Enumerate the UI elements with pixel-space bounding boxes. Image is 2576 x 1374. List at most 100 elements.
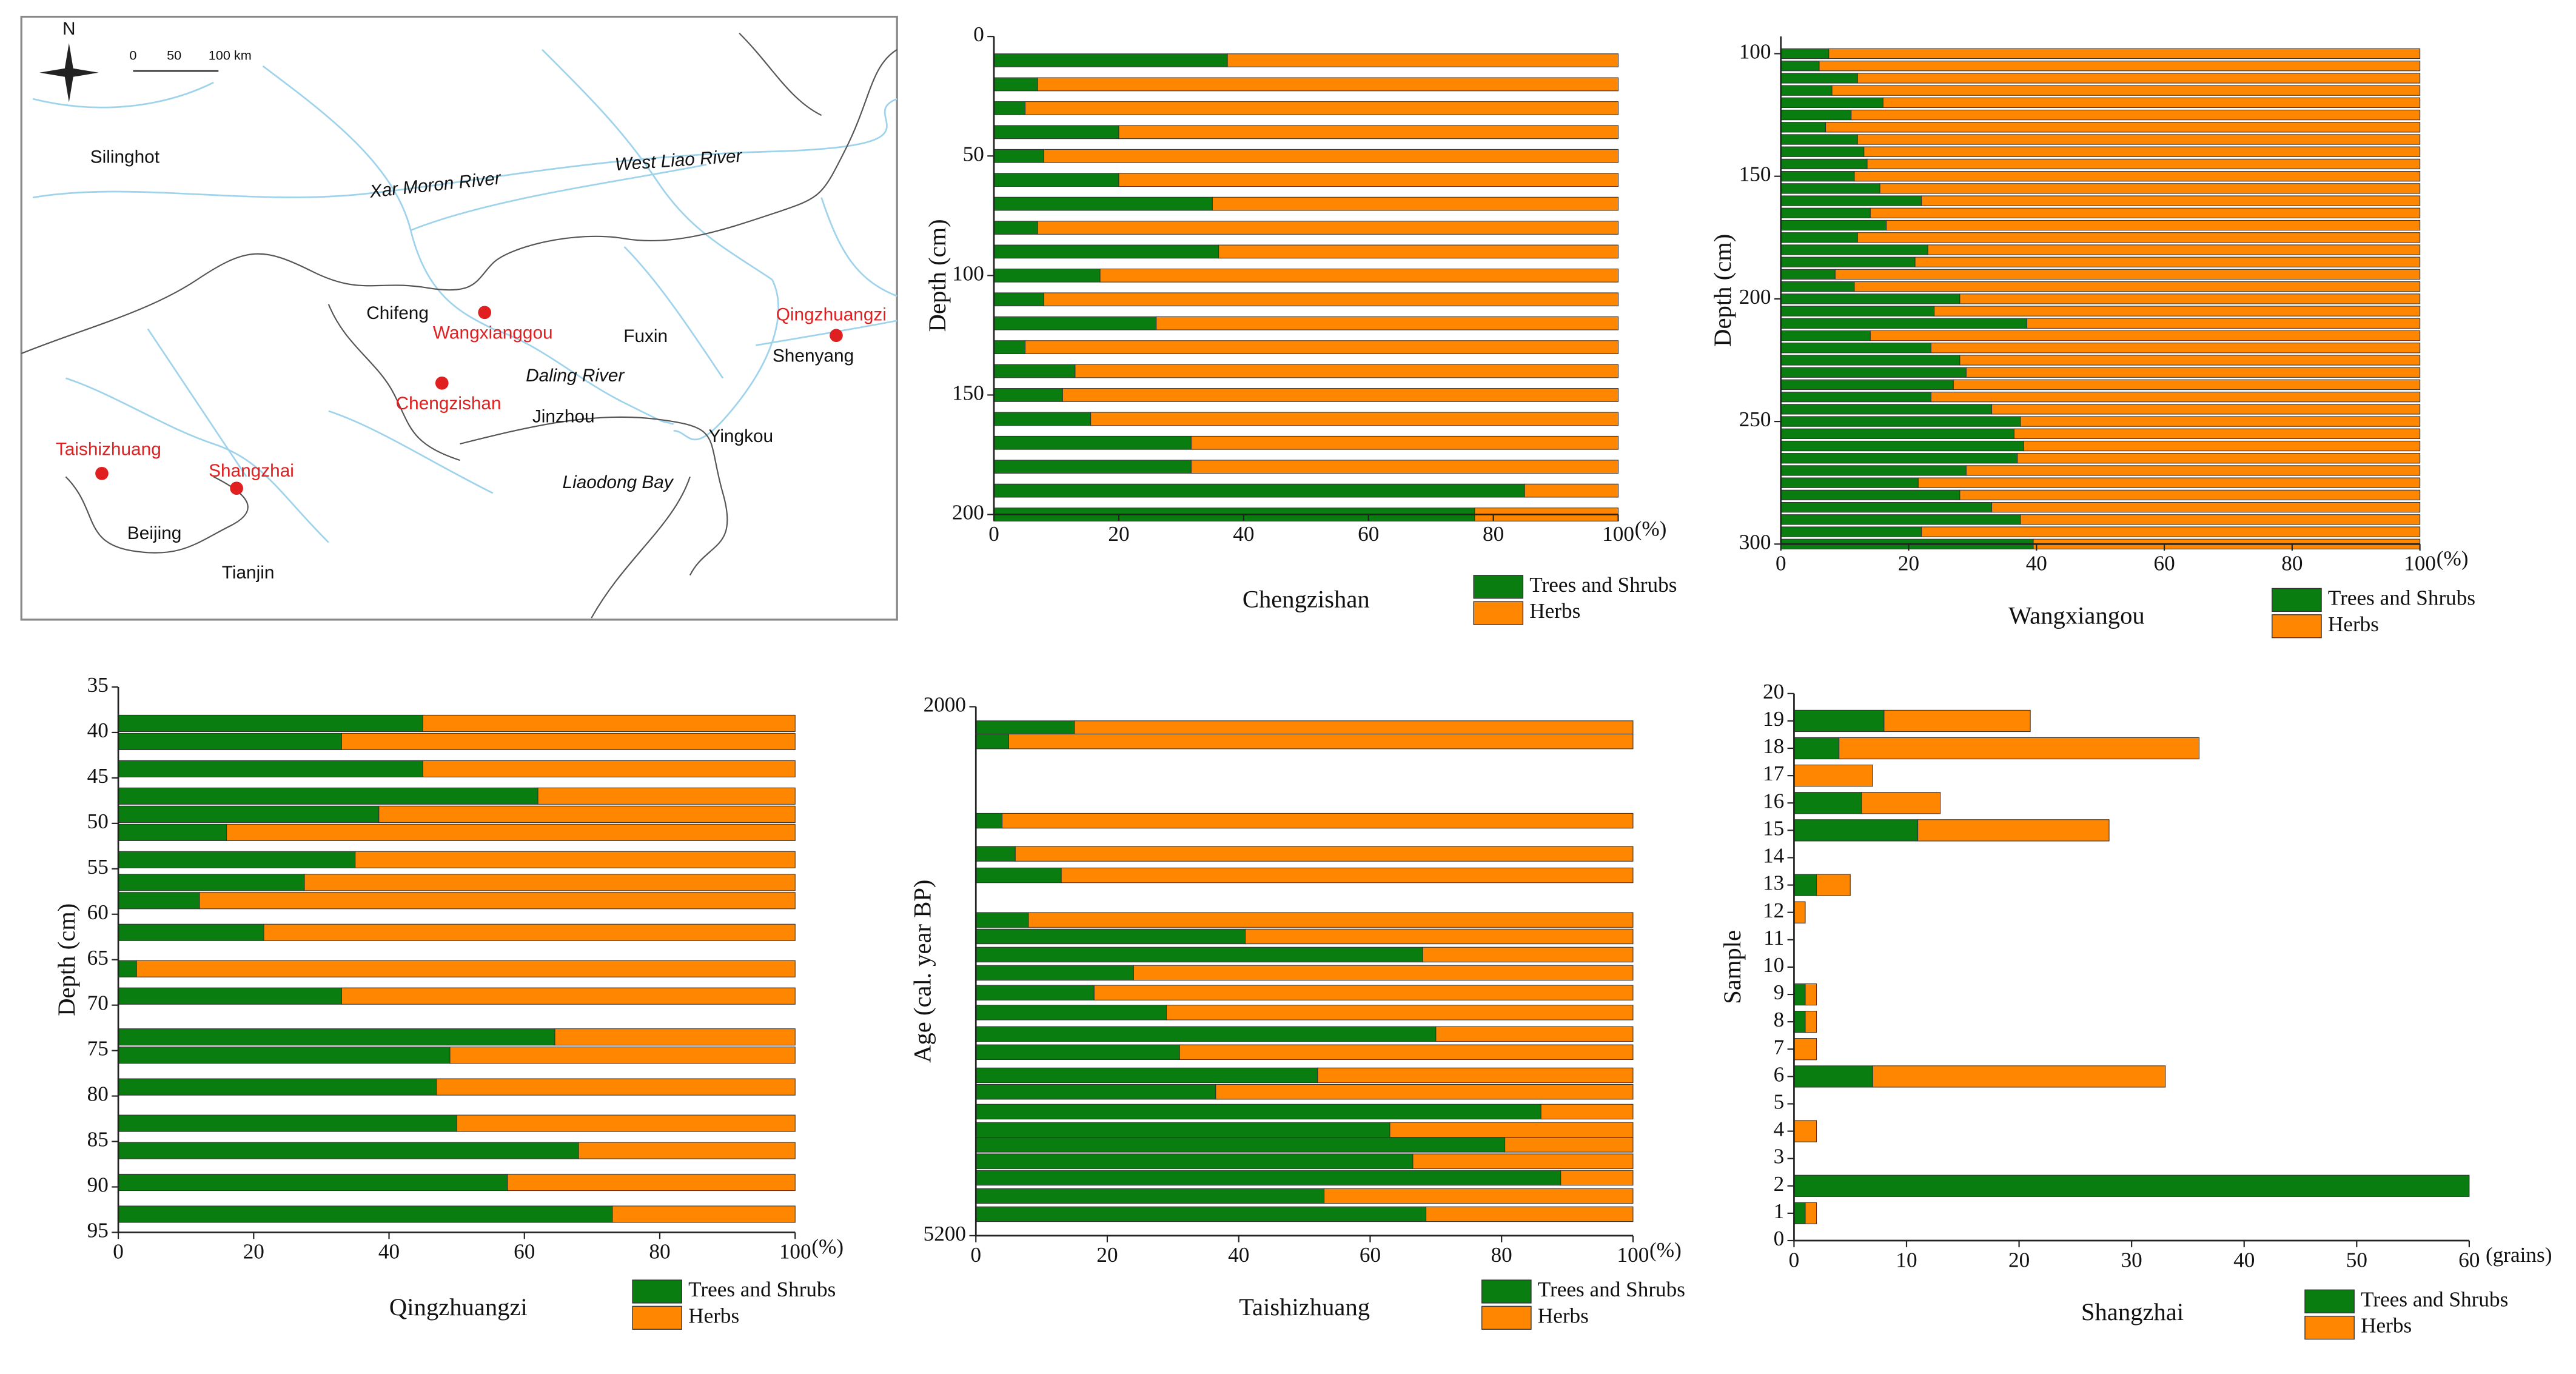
x-tick-label: 80 xyxy=(1483,522,1504,546)
y-tick-label: 19 xyxy=(1763,707,1784,731)
y-tick-label: 18 xyxy=(1763,734,1784,758)
bar-segment xyxy=(1959,489,2421,501)
bar-segment xyxy=(1780,355,1961,366)
bar-segment xyxy=(975,1170,1561,1186)
x-tick-label: 0 xyxy=(113,1240,124,1264)
bar-segment xyxy=(118,805,380,823)
legend-label: Trees and Shrubs xyxy=(1529,573,1677,597)
y-tick-label: 1 xyxy=(1774,1199,1785,1223)
bar-segment xyxy=(975,985,1095,1000)
bar-segment xyxy=(1793,1120,1817,1142)
bar-segment xyxy=(1166,1005,1634,1020)
bar-segment xyxy=(975,1137,1506,1153)
bar-segment xyxy=(993,125,1119,139)
y-axis-title: Sample xyxy=(1719,930,1746,1004)
legend-swatch xyxy=(1481,1305,1532,1330)
x-tick-label: 20 xyxy=(1108,522,1129,546)
bar-segment xyxy=(993,412,1092,426)
bar-segment xyxy=(1099,268,1619,283)
bar-segment xyxy=(1934,306,2421,317)
x-unit: (%) xyxy=(811,1235,844,1259)
bar-segment xyxy=(118,874,305,891)
x-tick-label: 40 xyxy=(2233,1248,2255,1272)
x-tick-label: 20 xyxy=(1096,1243,1118,1267)
bar-segment xyxy=(1780,416,2021,427)
x-tick-label: 0 xyxy=(1789,1248,1800,1272)
bar-segment xyxy=(1863,146,2421,157)
chart: 0 10 20 30 40 50 60012345678910111213141516171… xyxy=(1719,680,2552,1340)
bar-segment xyxy=(118,960,137,977)
bar-segment xyxy=(1435,1026,1634,1042)
bar-segment xyxy=(1959,355,2421,366)
bar-segment xyxy=(1075,364,1619,378)
y-axis-title: Age (cal. year BP) xyxy=(909,880,936,1063)
bar-segment xyxy=(975,912,1029,928)
bar-segment xyxy=(1015,846,1634,862)
bar-segment xyxy=(1793,1038,1817,1061)
bar-segment xyxy=(378,805,796,823)
x-tick-label: 20 xyxy=(1898,552,1919,575)
bar-segment xyxy=(1118,173,1619,187)
site-label: Chengzishan xyxy=(396,394,501,414)
bar-segment xyxy=(1793,1010,1806,1033)
y-axis-title: Depth (cm) xyxy=(53,903,80,1016)
bar-segment xyxy=(1780,501,1993,513)
x-axis-title: Chengzishan xyxy=(1243,585,1370,612)
bar-segment xyxy=(1008,734,1634,749)
bar-segment xyxy=(1793,901,1806,923)
y-tick-label: 150 xyxy=(952,381,984,405)
y-tick-label: 150 xyxy=(1739,163,1771,186)
bar-segment xyxy=(1190,435,1619,450)
bar-segment xyxy=(1780,526,1922,537)
place-label: Chifeng xyxy=(366,303,429,323)
bar-segment xyxy=(1805,983,1817,1006)
legend-swatch xyxy=(1473,601,1524,625)
bar-segment xyxy=(1780,85,1833,96)
bar-segment xyxy=(1780,48,1830,59)
x-axis-title: Taishizhuang xyxy=(1239,1293,1370,1321)
bar-segment xyxy=(1991,404,2421,415)
bar-segment xyxy=(993,173,1119,187)
y-axis-title: Depth (cm) xyxy=(924,219,951,332)
y-tick-label: 7 xyxy=(1774,1035,1785,1059)
y-tick-label: 5200 xyxy=(924,1222,966,1245)
bar-segment xyxy=(975,947,1423,963)
bar-segment xyxy=(1793,874,1817,896)
place-label: Beijing xyxy=(127,523,181,543)
y-tick-label: 80 xyxy=(87,1082,109,1106)
legend-label: Herbs xyxy=(1538,1304,1589,1327)
bar-segment xyxy=(1074,720,1634,736)
y-tick-label: 85 xyxy=(87,1128,109,1151)
bar-segment xyxy=(1037,77,1619,92)
bar-segment xyxy=(118,923,264,941)
y-tick-label: 200 xyxy=(1739,285,1771,309)
x-tick-label: 40 xyxy=(2026,552,2047,575)
bar-segment xyxy=(537,787,796,805)
bar-segment xyxy=(1857,73,2421,84)
bar-segment xyxy=(1927,244,2421,255)
bar-segment xyxy=(1882,97,2421,109)
bar-segment xyxy=(975,1005,1167,1020)
bar-segment xyxy=(1504,1137,1634,1153)
bar-segment xyxy=(1780,134,1858,145)
place-label: Silinghot xyxy=(90,147,160,167)
legend-label: Herbs xyxy=(1529,599,1580,623)
bar-segment xyxy=(1024,340,1619,354)
legend-swatch xyxy=(632,1305,682,1330)
bar-segment xyxy=(1780,207,1871,219)
bar-segment xyxy=(1828,48,2421,59)
bar-segment xyxy=(118,787,538,805)
bar-segment xyxy=(2013,428,2421,439)
bar-segment xyxy=(1793,792,1862,814)
bar-segment xyxy=(1780,391,1931,403)
bar-segment xyxy=(1839,737,2200,760)
bar-segment xyxy=(1793,709,1885,732)
bar-segment xyxy=(1780,171,1855,182)
bar-segment xyxy=(1002,813,1634,829)
bar-segment xyxy=(1389,1122,1634,1138)
water-label: Daling River xyxy=(526,366,625,386)
y-tick-label: 9 xyxy=(1774,980,1785,1004)
x-axis-title: Qingzhuangzi xyxy=(389,1293,528,1321)
bar-segment xyxy=(422,760,796,778)
y-tick-label: 8 xyxy=(1774,1008,1785,1031)
